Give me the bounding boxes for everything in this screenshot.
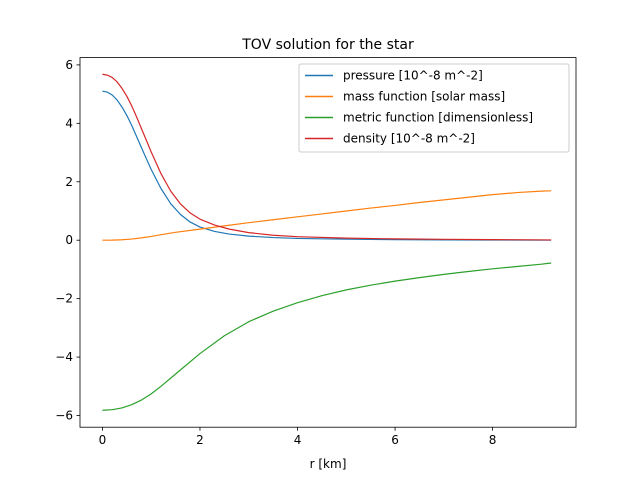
legend-label-density: density [10^-8 m^-2] (343, 132, 475, 146)
y-tick-label: 2 (65, 175, 73, 189)
y-tick-label: 6 (65, 58, 73, 72)
y-tick-label: −2 (55, 292, 73, 306)
legend-label-mass: mass function [solar mass] (343, 90, 505, 104)
plot-frame (79, 57, 577, 428)
legend: pressure [10^-8 m^-2] mass function [sol… (298, 63, 570, 153)
legend-box (298, 63, 570, 153)
y-tick-label: −4 (55, 350, 73, 364)
x-tick-label: 6 (391, 433, 399, 447)
tick-layer: 0 2 4 6 8 −6 −4 −2 0 2 4 6 (55, 58, 496, 447)
series-line-density (102, 73, 552, 241)
y-tick-label: 0 (65, 233, 73, 247)
legend-label-pressure: pressure [10^-8 m^-2] (343, 69, 483, 83)
series-line-metric (102, 262, 552, 411)
series-layer (102, 73, 552, 411)
x-tick-label: 2 (196, 433, 204, 447)
series-line-mass (102, 190, 552, 241)
x-tick-label: 4 (294, 433, 302, 447)
chart-title: TOV solution for the star (241, 37, 414, 53)
x-tick-label: 8 (489, 433, 497, 447)
y-tick-label: 4 (65, 116, 73, 130)
series-line-pressure (102, 90, 552, 241)
y-tick-label: −6 (55, 409, 73, 423)
x-tick-label: 0 (99, 433, 107, 447)
legend-label-metric: metric function [dimensionless] (343, 111, 533, 125)
x-axis-label: r [km] (310, 457, 347, 471)
